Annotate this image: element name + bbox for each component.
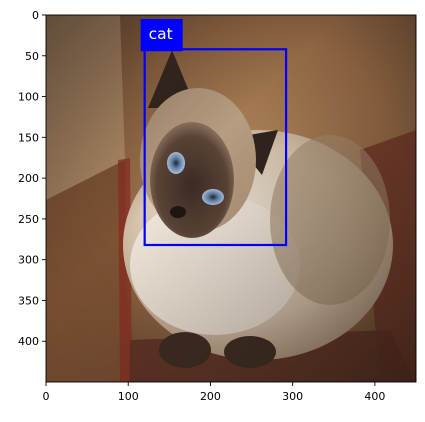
y-tick-label: 350: [18, 294, 39, 307]
x-tick-label: 0: [43, 390, 50, 403]
y-tick-label: 0: [32, 9, 39, 22]
y-tick-label: 150: [18, 131, 39, 144]
x-tick-label: 300: [282, 390, 303, 403]
y-tick-label: 250: [18, 213, 39, 226]
y-axis: 0 50 100 150 200 250 300 350 400: [18, 9, 46, 348]
x-axis: 0 100 200 300 400: [43, 382, 385, 403]
x-tick-label: 400: [364, 390, 385, 403]
y-tick-label: 200: [18, 172, 39, 185]
cat-photo: [46, 15, 416, 382]
detection-bounding-box: [143, 48, 288, 247]
y-tick-label: 100: [18, 91, 39, 104]
y-tick-label: 300: [18, 254, 39, 267]
detection-label-background: [140, 19, 183, 52]
photo-vignette: [46, 15, 416, 382]
axes-frame: [45, 14, 417, 383]
detection-label: cat: [149, 25, 173, 43]
y-tick-label: 50: [25, 50, 39, 63]
x-tick-label: 100: [118, 390, 139, 403]
y-tick-label: 400: [18, 335, 39, 348]
x-tick-label: 200: [200, 390, 221, 403]
